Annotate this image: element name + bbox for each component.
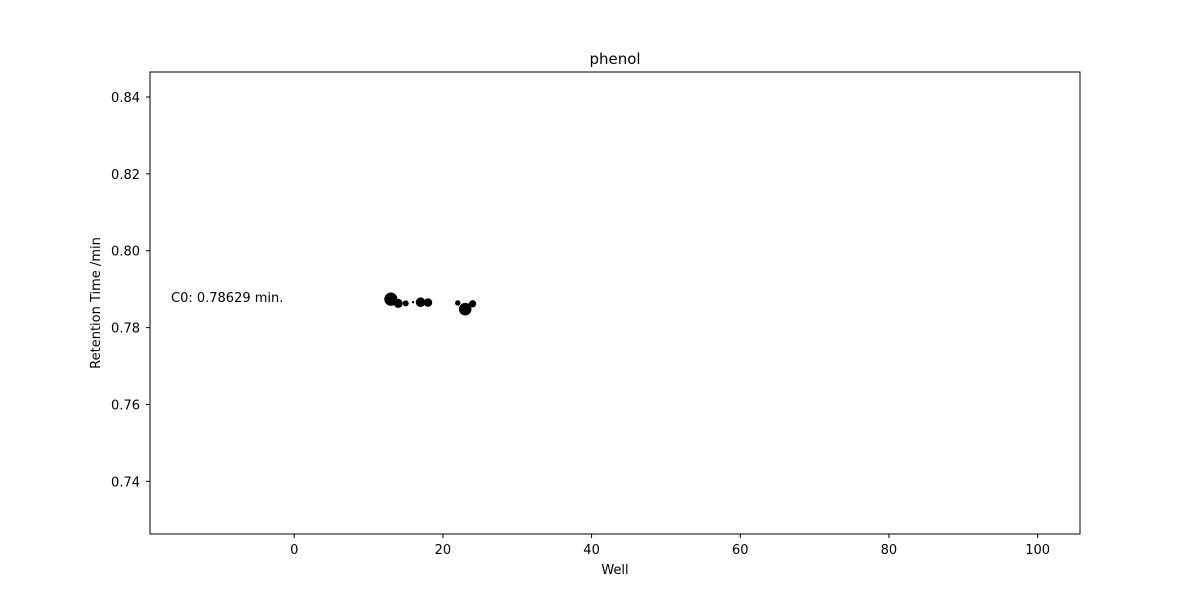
x-tick-label: 60 xyxy=(732,543,749,558)
x-tick-label: 40 xyxy=(583,543,600,558)
data-point xyxy=(402,300,409,307)
data-point xyxy=(455,300,461,306)
y-tick-label: 0.74 xyxy=(111,475,140,490)
data-points xyxy=(384,292,477,316)
y-axis-label: Retention Time /min xyxy=(89,237,104,369)
chart-title: phenol xyxy=(589,50,640,68)
x-tick-label: 0 xyxy=(290,543,298,558)
y-tick-label: 0.78 xyxy=(111,322,140,337)
x-tick-label: 100 xyxy=(1025,543,1050,558)
y-tick-label: 0.76 xyxy=(111,398,140,413)
x-tick-label: 20 xyxy=(435,543,452,558)
plot-area xyxy=(149,71,1081,535)
y-tick-label: 0.80 xyxy=(111,245,140,260)
y-axis-ticks: 0.74 0.76 0.78 0.80 0.82 0.84 xyxy=(111,91,150,490)
x-tick-label: 80 xyxy=(881,543,898,558)
x-axis-label: Well xyxy=(601,563,628,578)
x-axis-ticks: 0 20 40 60 80 100 xyxy=(290,534,1050,558)
data-point xyxy=(415,297,426,308)
y-tick-label: 0.82 xyxy=(111,168,140,183)
data-point xyxy=(423,298,433,307)
c0-annotation: C0: 0.78629 min. xyxy=(171,291,283,306)
y-tick-label: 0.84 xyxy=(111,91,140,106)
data-point xyxy=(411,301,415,304)
data-point xyxy=(393,298,403,308)
data-point xyxy=(469,300,477,308)
